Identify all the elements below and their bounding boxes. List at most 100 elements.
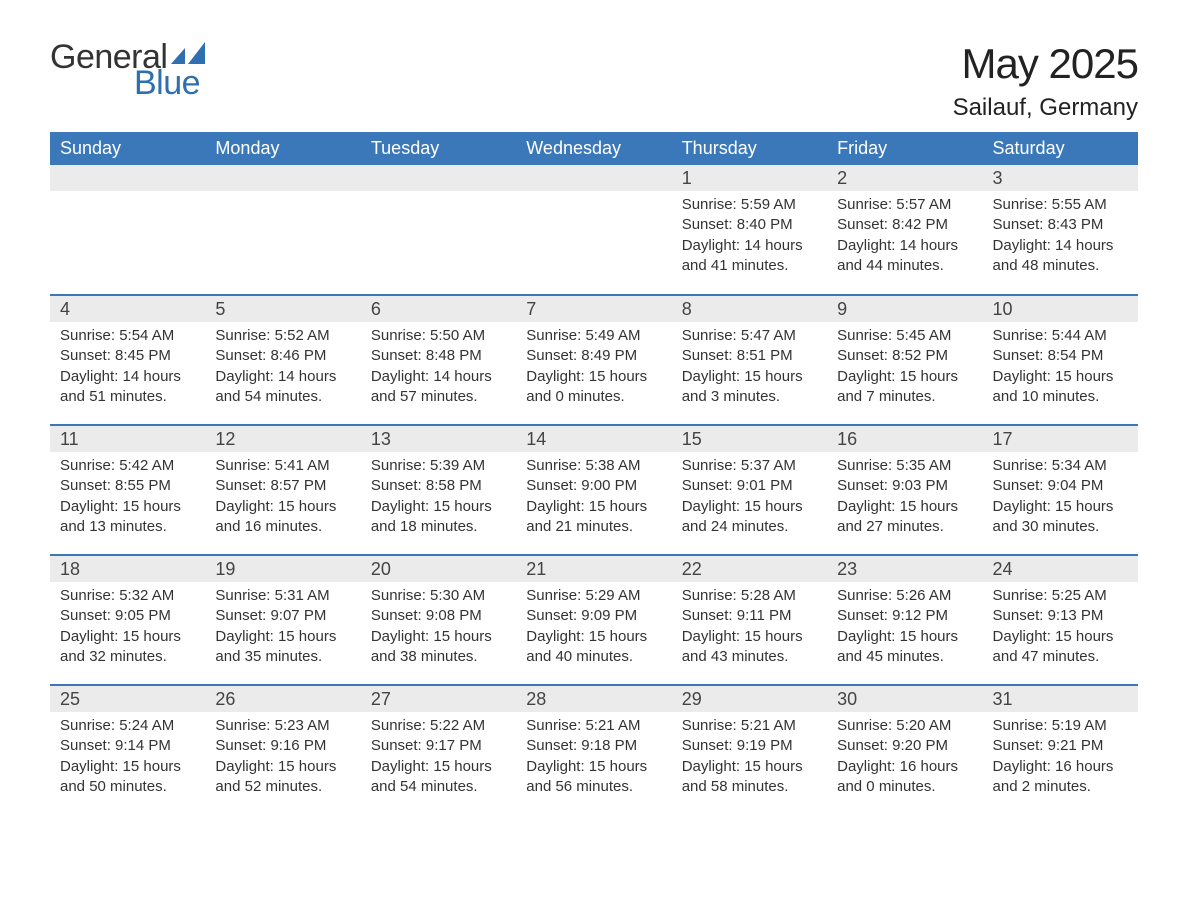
day-body: Sunrise: 5:28 AMSunset: 9:11 PMDaylight:… — [672, 582, 827, 673]
weekday-header: Saturday — [983, 132, 1138, 165]
daylight-line: Daylight: 15 hours and 54 minutes. — [371, 757, 506, 798]
sunset-line: Sunset: 9:03 PM — [837, 476, 972, 496]
day-body: Sunrise: 5:21 AMSunset: 9:19 PMDaylight:… — [672, 712, 827, 803]
day-body: Sunrise: 5:44 AMSunset: 8:54 PMDaylight:… — [983, 322, 1138, 413]
weekday-header: Wednesday — [516, 132, 671, 165]
daylight-line: Daylight: 15 hours and 56 minutes. — [526, 757, 661, 798]
day-body: Sunrise: 5:34 AMSunset: 9:04 PMDaylight:… — [983, 452, 1138, 543]
daylight-line: Daylight: 15 hours and 38 minutes. — [371, 627, 506, 668]
day-number: 5 — [205, 296, 360, 322]
calendar-week: 4Sunrise: 5:54 AMSunset: 8:45 PMDaylight… — [50, 295, 1138, 425]
page: General Blue May 2025 Sailauf, Germany S… — [0, 0, 1188, 845]
calendar-cell: 20Sunrise: 5:30 AMSunset: 9:08 PMDayligh… — [361, 555, 516, 685]
sunrise-line: Sunrise: 5:54 AM — [60, 326, 195, 346]
day-number: 27 — [361, 686, 516, 712]
sunrise-line: Sunrise: 5:24 AM — [60, 716, 195, 736]
sunset-line: Sunset: 9:11 PM — [682, 606, 817, 626]
sunset-line: Sunset: 8:40 PM — [682, 215, 817, 235]
day-number: 16 — [827, 426, 982, 452]
day-body: Sunrise: 5:39 AMSunset: 8:58 PMDaylight:… — [361, 452, 516, 543]
day-body: Sunrise: 5:49 AMSunset: 8:49 PMDaylight:… — [516, 322, 671, 413]
calendar-cell: 30Sunrise: 5:20 AMSunset: 9:20 PMDayligh… — [827, 685, 982, 815]
sunrise-line: Sunrise: 5:52 AM — [215, 326, 350, 346]
daylight-line: Daylight: 14 hours and 57 minutes. — [371, 367, 506, 408]
daylight-line: Daylight: 15 hours and 0 minutes. — [526, 367, 661, 408]
day-body: Sunrise: 5:20 AMSunset: 9:20 PMDaylight:… — [827, 712, 982, 803]
daylight-line: Daylight: 15 hours and 27 minutes. — [837, 497, 972, 538]
sunset-line: Sunset: 9:13 PM — [993, 606, 1128, 626]
daylight-line: Daylight: 14 hours and 51 minutes. — [60, 367, 195, 408]
daylight-line: Daylight: 15 hours and 7 minutes. — [837, 367, 972, 408]
day-body: Sunrise: 5:59 AMSunset: 8:40 PMDaylight:… — [672, 191, 827, 282]
day-body: Sunrise: 5:32 AMSunset: 9:05 PMDaylight:… — [50, 582, 205, 673]
day-number: 22 — [672, 556, 827, 582]
sunrise-line: Sunrise: 5:39 AM — [371, 456, 506, 476]
calendar-cell: 11Sunrise: 5:42 AMSunset: 8:55 PMDayligh… — [50, 425, 205, 555]
sunrise-line: Sunrise: 5:30 AM — [371, 586, 506, 606]
sunrise-line: Sunrise: 5:47 AM — [682, 326, 817, 346]
day-body: Sunrise: 5:47 AMSunset: 8:51 PMDaylight:… — [672, 322, 827, 413]
sunset-line: Sunset: 9:09 PM — [526, 606, 661, 626]
day-number — [205, 165, 360, 191]
day-number — [516, 165, 671, 191]
sunrise-line: Sunrise: 5:25 AM — [993, 586, 1128, 606]
calendar-cell — [205, 165, 360, 295]
day-body: Sunrise: 5:38 AMSunset: 9:00 PMDaylight:… — [516, 452, 671, 543]
day-number: 15 — [672, 426, 827, 452]
day-body: Sunrise: 5:50 AMSunset: 8:48 PMDaylight:… — [361, 322, 516, 413]
sunset-line: Sunset: 9:21 PM — [993, 736, 1128, 756]
day-body: Sunrise: 5:52 AMSunset: 8:46 PMDaylight:… — [205, 322, 360, 413]
daylight-line: Daylight: 15 hours and 24 minutes. — [682, 497, 817, 538]
day-number: 1 — [672, 165, 827, 191]
daylight-line: Daylight: 15 hours and 3 minutes. — [682, 367, 817, 408]
day-number: 4 — [50, 296, 205, 322]
day-number: 20 — [361, 556, 516, 582]
day-number — [361, 165, 516, 191]
daylight-line: Daylight: 15 hours and 50 minutes. — [60, 757, 195, 798]
daylight-line: Daylight: 16 hours and 2 minutes. — [993, 757, 1128, 798]
calendar-cell: 3Sunrise: 5:55 AMSunset: 8:43 PMDaylight… — [983, 165, 1138, 295]
sunrise-line: Sunrise: 5:26 AM — [837, 586, 972, 606]
daylight-line: Daylight: 15 hours and 18 minutes. — [371, 497, 506, 538]
calendar-cell: 5Sunrise: 5:52 AMSunset: 8:46 PMDaylight… — [205, 295, 360, 425]
calendar-table: SundayMondayTuesdayWednesdayThursdayFrid… — [50, 132, 1138, 815]
sunset-line: Sunset: 8:49 PM — [526, 346, 661, 366]
sunrise-line: Sunrise: 5:45 AM — [837, 326, 972, 346]
day-number: 17 — [983, 426, 1138, 452]
sunset-line: Sunset: 9:12 PM — [837, 606, 972, 626]
sunrise-line: Sunrise: 5:57 AM — [837, 195, 972, 215]
sunrise-line: Sunrise: 5:35 AM — [837, 456, 972, 476]
day-body: Sunrise: 5:41 AMSunset: 8:57 PMDaylight:… — [205, 452, 360, 543]
daylight-line: Daylight: 15 hours and 10 minutes. — [993, 367, 1128, 408]
day-number: 28 — [516, 686, 671, 712]
daylight-line: Daylight: 14 hours and 44 minutes. — [837, 236, 972, 277]
sunset-line: Sunset: 9:17 PM — [371, 736, 506, 756]
calendar-cell: 7Sunrise: 5:49 AMSunset: 8:49 PMDaylight… — [516, 295, 671, 425]
daylight-line: Daylight: 15 hours and 30 minutes. — [993, 497, 1128, 538]
daylight-line: Daylight: 15 hours and 52 minutes. — [215, 757, 350, 798]
daylight-line: Daylight: 14 hours and 41 minutes. — [682, 236, 817, 277]
day-body: Sunrise: 5:37 AMSunset: 9:01 PMDaylight:… — [672, 452, 827, 543]
daylight-line: Daylight: 15 hours and 35 minutes. — [215, 627, 350, 668]
calendar-cell: 14Sunrise: 5:38 AMSunset: 9:00 PMDayligh… — [516, 425, 671, 555]
calendar-cell: 13Sunrise: 5:39 AMSunset: 8:58 PMDayligh… — [361, 425, 516, 555]
day-number: 13 — [361, 426, 516, 452]
sunset-line: Sunset: 9:20 PM — [837, 736, 972, 756]
daylight-line: Daylight: 15 hours and 21 minutes. — [526, 497, 661, 538]
month-title: May 2025 — [953, 40, 1138, 88]
day-number: 26 — [205, 686, 360, 712]
calendar-cell: 23Sunrise: 5:26 AMSunset: 9:12 PMDayligh… — [827, 555, 982, 685]
day-body: Sunrise: 5:35 AMSunset: 9:03 PMDaylight:… — [827, 452, 982, 543]
calendar-cell: 1Sunrise: 5:59 AMSunset: 8:40 PMDaylight… — [672, 165, 827, 295]
day-body: Sunrise: 5:55 AMSunset: 8:43 PMDaylight:… — [983, 191, 1138, 282]
day-number: 29 — [672, 686, 827, 712]
day-number: 21 — [516, 556, 671, 582]
weekday-header: Friday — [827, 132, 982, 165]
sunrise-line: Sunrise: 5:41 AM — [215, 456, 350, 476]
sunrise-line: Sunrise: 5:21 AM — [682, 716, 817, 736]
day-body: Sunrise: 5:22 AMSunset: 9:17 PMDaylight:… — [361, 712, 516, 803]
calendar-week: 1Sunrise: 5:59 AMSunset: 8:40 PMDaylight… — [50, 165, 1138, 295]
day-number: 10 — [983, 296, 1138, 322]
calendar-cell: 27Sunrise: 5:22 AMSunset: 9:17 PMDayligh… — [361, 685, 516, 815]
sunset-line: Sunset: 9:01 PM — [682, 476, 817, 496]
